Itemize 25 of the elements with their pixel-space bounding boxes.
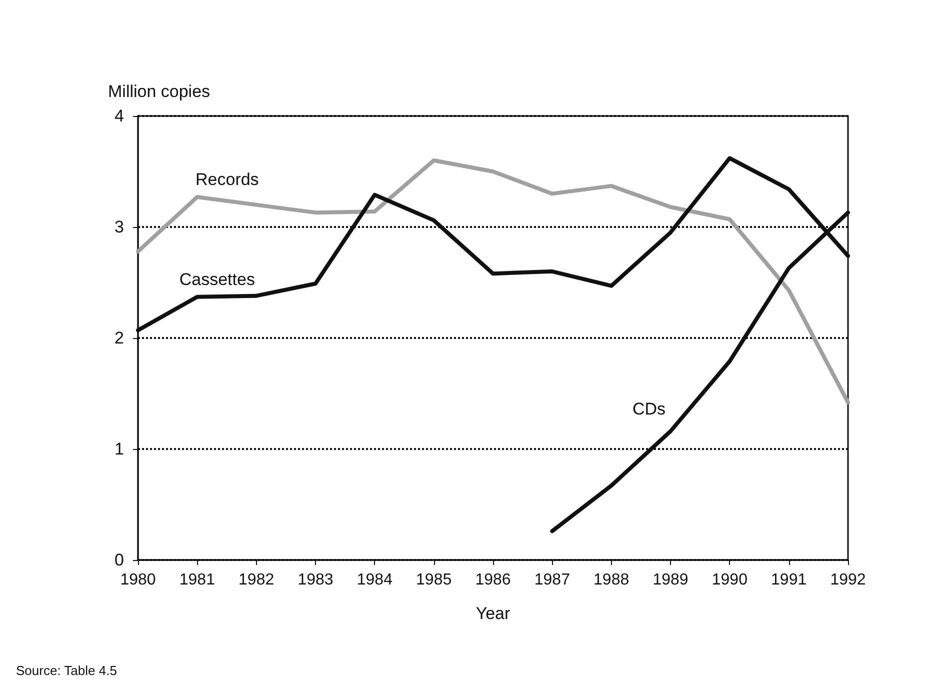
- x-tick-label: 1987: [534, 572, 570, 588]
- x-axis-title: Year: [476, 604, 511, 623]
- y-tick-label: 3: [114, 218, 124, 236]
- line-series: [136, 158, 850, 404]
- x-tick-label: 1988: [594, 572, 630, 588]
- y-tick-label: 0: [114, 550, 124, 570]
- series-label: CDs: [632, 400, 666, 419]
- x-tick-label: 1981: [179, 572, 216, 588]
- source-note: Source: Table 4.5: [16, 663, 117, 678]
- y-axis-title: Million copies: [108, 82, 210, 101]
- x-tick-label: 1980: [120, 572, 156, 588]
- series-label: Records: [196, 170, 259, 190]
- x-tick-label: 1984: [356, 572, 393, 588]
- series-label: Cassettes: [179, 270, 255, 289]
- x-tick-label: 1985: [416, 572, 452, 588]
- x-tick-label: 1989: [652, 572, 688, 588]
- x-tick-label: 1991: [771, 572, 807, 588]
- x-tick-label: 1986: [475, 572, 511, 588]
- y-tick-label: 2: [114, 328, 124, 348]
- y-tick-label: 1: [114, 440, 124, 458]
- y-tick-label: 4: [114, 106, 124, 126]
- x-tick-label: 1983: [298, 572, 334, 588]
- x-tick-label: 1982: [238, 572, 274, 588]
- x-tick-label: 1992: [830, 572, 866, 588]
- x-tick-label: 1990: [712, 572, 748, 588]
